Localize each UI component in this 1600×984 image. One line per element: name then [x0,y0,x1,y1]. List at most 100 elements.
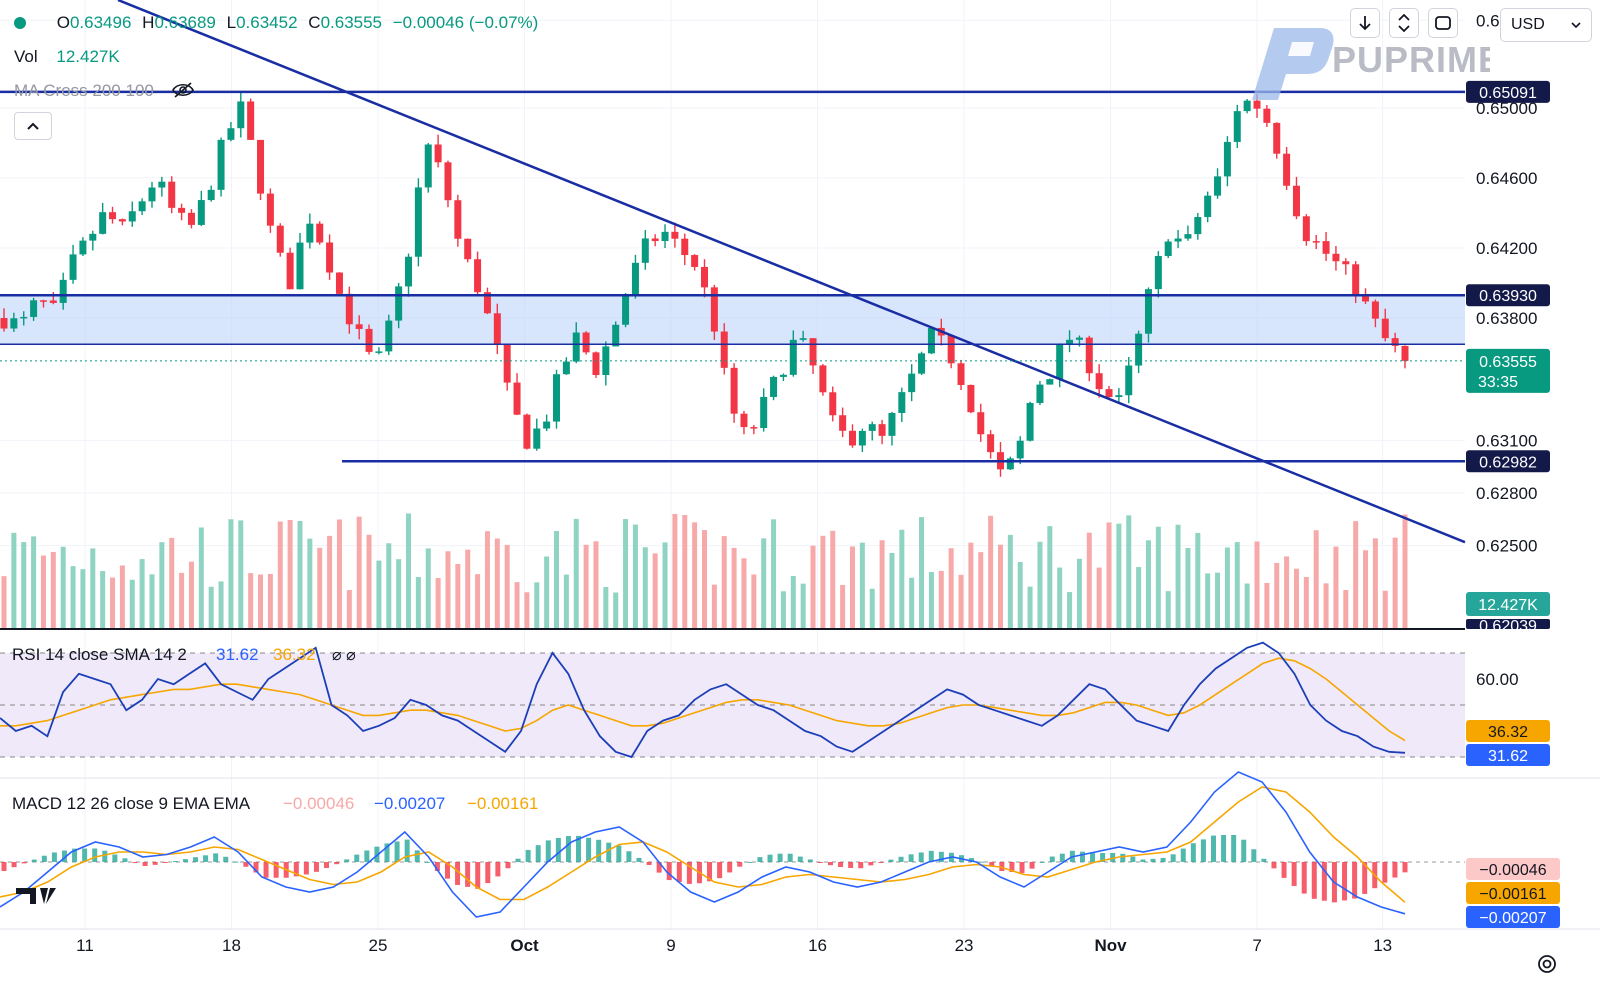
download-button[interactable] [1350,8,1380,38]
volume-bar [830,530,836,628]
macd-histogram-bar [636,857,642,862]
macd-histogram-bar [827,862,833,866]
price-tick-label: 0.62500 [1476,537,1537,556]
volume-bar [514,582,520,628]
rsi-tick-label: 60.00 [1476,670,1519,689]
candle-body [355,324,363,329]
candle-body [207,189,215,201]
rsi-sma-value: 36.32 [273,645,316,664]
currency-select[interactable]: USD [1500,8,1592,42]
settings-icon[interactable] [1534,951,1560,977]
compare-button[interactable] [1389,8,1419,38]
candle-body [888,412,896,436]
volume-bar [366,534,372,628]
macd-histogram-bar [303,862,309,875]
time-tick-label: 18 [222,936,241,955]
candle-body [316,223,324,243]
time-tick-label: 11 [76,936,94,955]
volume-bar [31,536,37,628]
time-tick-label: 9 [666,936,675,955]
candle-body [760,396,768,429]
volume-bar [327,535,333,628]
volume-bar [1185,548,1191,628]
volume-bar [662,542,668,628]
candle-body [1233,111,1241,142]
last-price-badge [1466,348,1550,393]
collapse-legend-button[interactable] [14,112,52,140]
candle-body [345,293,353,325]
volume-bar [889,552,895,628]
level-badge [1466,80,1550,103]
macd-histogram-bar [1342,862,1348,901]
macd-histogram-bar [455,862,461,885]
macd-histogram-bar [1029,862,1035,869]
horizontal-levels[interactable] [0,90,1465,463]
price-tick-label: 0.63100 [1476,432,1537,451]
macd-histogram-bar [848,862,854,868]
candle-body [1036,384,1044,403]
candle-body [1164,241,1172,256]
time-axis[interactable]: 11 18 25 Oct 9 16 23 Nov 7 13 [76,936,1392,955]
candle-body [1046,379,1054,385]
candle-body [681,238,689,256]
macd-line [0,771,1406,918]
volume-bar [1096,567,1102,628]
volume-bar [494,538,500,628]
macd-histogram-bar [424,861,430,863]
candle-body [158,181,166,188]
volume-bar [780,591,786,628]
volume-bar [386,543,392,628]
candle-body [701,266,708,288]
level-badge [1466,450,1550,473]
volume-bar [50,551,56,628]
volume-bar [90,548,96,628]
macd-histogram-bar [193,857,199,862]
fullscreen-button[interactable] [1428,8,1458,38]
eye-off-icon[interactable] [171,81,195,99]
ohlc-legend: O0.63496 H0.63689 L0.63452 C0.63555 −0.0… [14,13,538,33]
candle-body [493,313,501,345]
ma-cross-legend[interactable]: MA Cross 200 100 [14,81,195,101]
volume-badge-text: 12.427K [1478,597,1538,614]
macd-histogram-bar [404,839,410,862]
macd-histogram-bar [132,862,138,863]
candle-body [79,240,87,255]
candle-body [523,414,531,449]
candle-body [750,427,758,429]
candle-body [1381,318,1389,339]
macd-pane: MACD 12 26 close 9 EMA EMA −0.00046 −0.002… [0,771,1560,928]
candle-body [957,363,965,385]
macd-histogram-bar [51,852,57,862]
volume-bar [1047,526,1053,628]
volume-bar [336,519,342,628]
volume-bar [613,592,619,628]
volume-bar [1086,532,1092,628]
volume-bars [1,513,1408,628]
macd-histogram-bar [1019,862,1025,873]
volume-bar [1402,514,1408,628]
macd-histogram-bar [1382,862,1388,883]
candle-body [622,294,630,325]
candle-body [99,212,107,234]
volume-bar [849,546,855,628]
tradingview-logo-icon [16,888,56,904]
candle-body [918,353,926,374]
bottom-edge-text: 0.62039 [1479,618,1537,635]
macd-histogram-bar [11,862,17,868]
candle-body [138,201,146,212]
brand-logo: PUPRIME [1240,22,1502,102]
macd-histogram-bar [72,848,78,862]
candle-body [641,238,649,263]
macd-histogram-bar [213,853,219,862]
macd-histogram-bar [182,859,188,862]
descending-trendline[interactable] [117,0,1466,544]
macd-histogram-bar [394,841,400,862]
time-tick-label: 23 [955,936,974,955]
macd-histogram-bar [31,859,37,862]
volume-bar [1215,572,1221,628]
volume-bar [317,547,323,628]
candle-body [178,207,186,213]
volume-bar [711,584,717,628]
volume-bar [623,519,629,628]
